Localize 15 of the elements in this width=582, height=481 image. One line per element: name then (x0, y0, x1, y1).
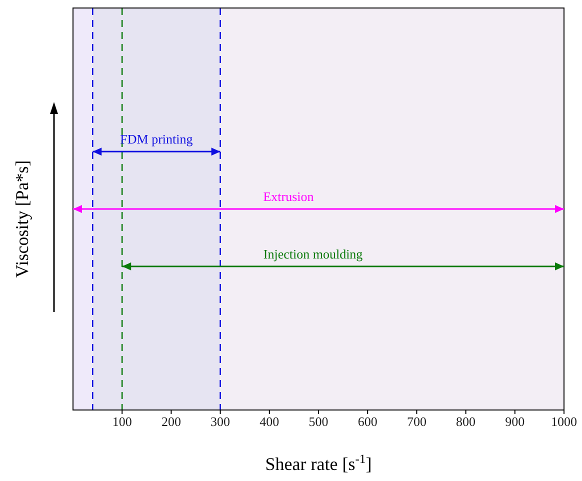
x-tick-label: 100 (112, 414, 132, 430)
x-tick-label: 500 (308, 414, 328, 430)
x-tick-label: 200 (161, 414, 181, 430)
x-tick-label: 600 (358, 414, 378, 430)
series-label: Injection moulding (263, 246, 364, 262)
x-tick-label: 400 (260, 414, 280, 430)
x-tick-label: 900 (505, 414, 525, 430)
x-axis-title: Shear rate [s$^{-1}$] (265, 452, 372, 474)
x-tick-label: 700 (406, 414, 426, 430)
x-tick-label: 300 (210, 414, 230, 430)
series-label: FDM printing (120, 132, 194, 147)
series-label: Extrusion (263, 189, 314, 204)
x-tick-label: 800 (456, 414, 476, 430)
x-tick-label: 1000 (551, 414, 577, 430)
y-axis-title: Viscosity [Pa*s] (12, 160, 32, 278)
